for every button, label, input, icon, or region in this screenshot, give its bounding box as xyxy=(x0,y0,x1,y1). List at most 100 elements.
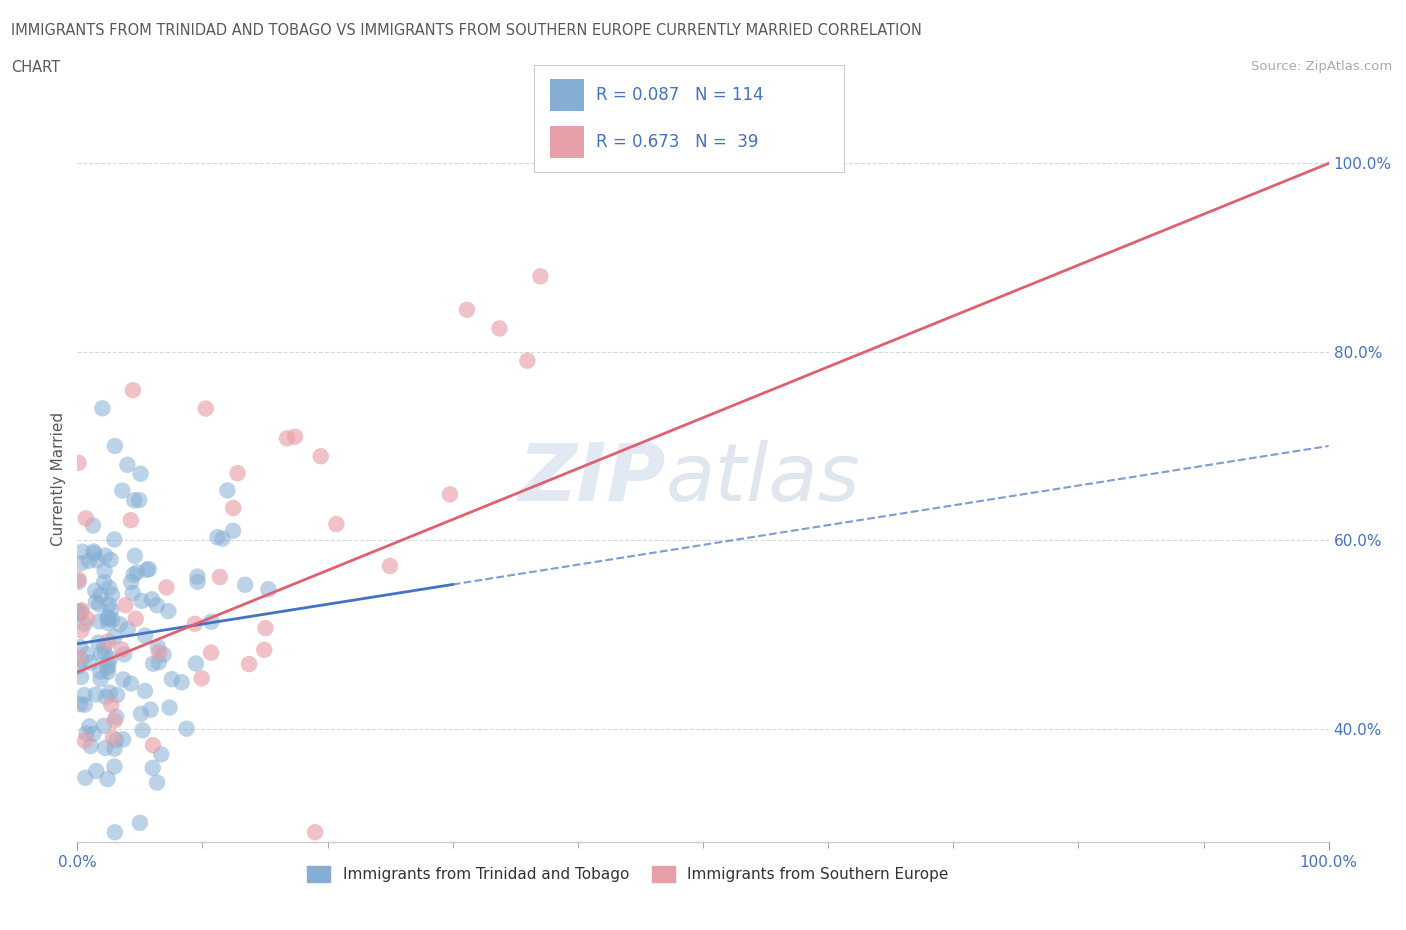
Point xyxy=(67,649,90,664)
Point xyxy=(75,770,97,785)
Point xyxy=(93,564,115,578)
Point xyxy=(97,597,120,612)
Point xyxy=(134,629,156,644)
Point xyxy=(516,353,538,368)
Point xyxy=(67,606,90,621)
Point xyxy=(217,483,239,498)
Point xyxy=(142,657,165,671)
Point xyxy=(122,493,145,508)
Point xyxy=(238,657,260,671)
Point xyxy=(84,583,107,598)
Point xyxy=(304,825,326,840)
Point xyxy=(152,647,174,662)
Point xyxy=(101,612,124,627)
Point xyxy=(75,726,97,741)
Point xyxy=(160,671,183,686)
Point xyxy=(69,640,91,655)
Point xyxy=(125,565,148,579)
Point xyxy=(176,722,198,737)
Text: IMMIGRANTS FROM TRINIDAD AND TOBAGO VS IMMIGRANTS FROM SOUTHERN EUROPE CURRENTLY: IMMIGRANTS FROM TRINIDAD AND TOBAGO VS I… xyxy=(11,23,922,38)
Point xyxy=(73,617,96,631)
Point xyxy=(101,730,124,745)
Point xyxy=(97,664,120,679)
Point xyxy=(184,656,207,671)
Point xyxy=(96,772,118,787)
Point xyxy=(77,553,100,568)
Point xyxy=(142,761,165,776)
Point xyxy=(111,483,134,498)
Point xyxy=(211,531,233,546)
Point xyxy=(207,530,229,545)
Point xyxy=(131,593,153,608)
Point xyxy=(222,524,245,538)
Point xyxy=(70,670,93,684)
Point xyxy=(76,646,98,661)
Point xyxy=(91,401,114,416)
Point xyxy=(200,615,222,630)
Point xyxy=(84,594,107,609)
Y-axis label: Currently Married: Currently Married xyxy=(51,412,66,546)
Point xyxy=(84,687,107,702)
Point xyxy=(93,639,115,654)
Point xyxy=(112,732,135,747)
Point xyxy=(94,548,117,563)
Point xyxy=(96,690,118,705)
Point xyxy=(70,603,93,618)
Point xyxy=(120,676,142,691)
Point xyxy=(67,456,90,471)
Point xyxy=(131,723,153,737)
Point xyxy=(254,620,277,635)
Point xyxy=(105,733,128,748)
Point xyxy=(159,700,181,715)
Point xyxy=(111,642,134,657)
Point xyxy=(284,430,307,445)
Point xyxy=(124,549,146,564)
Point xyxy=(105,687,128,702)
Text: R = 0.673   N =  39: R = 0.673 N = 39 xyxy=(596,133,758,151)
Point xyxy=(222,500,245,515)
Point xyxy=(104,825,127,840)
Point xyxy=(97,658,120,672)
Point xyxy=(84,764,107,778)
Point xyxy=(112,672,135,687)
Point xyxy=(76,611,98,626)
Point xyxy=(187,575,209,590)
Point xyxy=(103,630,125,644)
Point xyxy=(150,747,173,762)
Point xyxy=(96,660,118,675)
Text: CHART: CHART xyxy=(11,60,60,75)
Point xyxy=(129,706,152,721)
Point xyxy=(186,569,208,584)
Point xyxy=(86,553,108,568)
Point xyxy=(82,726,104,741)
Point xyxy=(100,603,122,618)
Point xyxy=(208,569,231,584)
Text: Source: ZipAtlas.com: Source: ZipAtlas.com xyxy=(1251,60,1392,73)
Point xyxy=(80,738,103,753)
Point xyxy=(90,646,112,661)
Point xyxy=(94,740,117,755)
Point xyxy=(98,685,121,700)
Point xyxy=(93,719,115,734)
Point xyxy=(89,614,111,629)
Point xyxy=(93,575,115,590)
Point xyxy=(79,719,101,734)
Point xyxy=(75,511,97,525)
Point xyxy=(439,487,461,502)
Point xyxy=(135,563,157,578)
Point xyxy=(138,562,160,577)
Point xyxy=(103,532,125,547)
Point xyxy=(70,556,93,571)
Point xyxy=(121,383,143,398)
Point xyxy=(155,580,177,595)
Text: atlas: atlas xyxy=(665,440,860,518)
Point xyxy=(233,578,256,592)
Point xyxy=(98,652,121,667)
Text: R = 0.087   N = 114: R = 0.087 N = 114 xyxy=(596,86,763,104)
Point xyxy=(276,431,298,445)
Point xyxy=(67,659,90,674)
Point xyxy=(67,575,90,590)
Point xyxy=(170,675,193,690)
Point xyxy=(83,544,105,559)
Point xyxy=(103,741,125,756)
